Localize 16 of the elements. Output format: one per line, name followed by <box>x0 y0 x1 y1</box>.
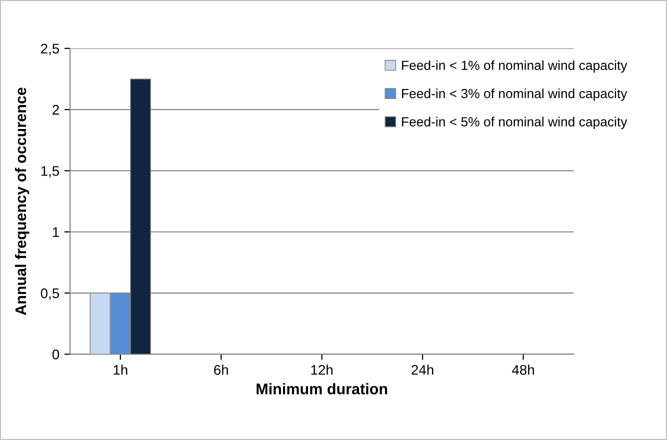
y-tick-label: 1 <box>52 227 59 237</box>
x-tick-label: 24h <box>412 364 434 375</box>
y-tick-label: 2 <box>52 104 59 115</box>
legend-label: Feed-in < 3% of nominal wind capacity <box>402 88 628 101</box>
y-tick-label: 0 <box>52 350 60 360</box>
legend-label: Feed-in < 5% of nominal wind capacity <box>402 116 628 130</box>
x-tick-label: 6h <box>214 364 228 375</box>
y-axis-title: Annual frequency of occurence <box>14 88 30 316</box>
y-tick-label: 1,5 <box>41 166 60 178</box>
x-tick-label: 48h <box>512 364 534 375</box>
y-tick-label: 0,5 <box>40 288 60 300</box>
x-axis-title: Minimum duration <box>256 383 388 394</box>
x-tick-label: 12h <box>311 364 333 375</box>
y-tick-label: 2,5 <box>41 44 60 56</box>
legend-label: Feed-in < 1% of nominal wind capacity <box>402 60 628 73</box>
x-tick-label: 1h <box>114 364 128 375</box>
